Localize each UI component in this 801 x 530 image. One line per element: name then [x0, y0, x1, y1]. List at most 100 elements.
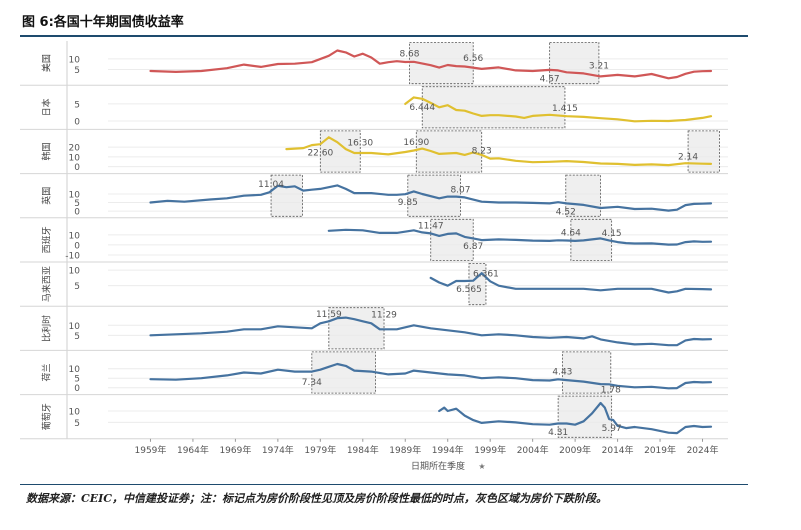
value-label: 6.87 [463, 242, 483, 252]
y-tick-label: 10 [69, 267, 81, 277]
x-tick-label: 1964年 [177, 444, 209, 456]
y-tick-label: 10 [69, 231, 81, 241]
panel-label-1: 日本 [41, 98, 53, 116]
decline-shade [415, 130, 483, 173]
decline-shade [549, 42, 600, 85]
decline-shade [270, 174, 303, 217]
y-tick-label: 0 [74, 384, 80, 394]
series-line-2 [285, 136, 713, 167]
title-rule [20, 35, 748, 37]
value-label: 1.78 [601, 386, 621, 396]
value-label: 6.56 [463, 54, 483, 64]
y-tick-label: 10 [69, 153, 81, 163]
series-line-6 [149, 316, 713, 347]
value-label: 3.21 [589, 61, 609, 71]
source-rule [20, 484, 748, 485]
value-label: 4.43 [552, 367, 572, 377]
panel-label-2: 韩国 [41, 142, 53, 160]
x-tick-label: 1989年 [389, 444, 421, 456]
x-axis-title: 日期所在季度 [411, 460, 465, 472]
y-tick-label: 5 [74, 100, 80, 110]
figure-title: 图 6:各国十年期国债收益率 [22, 15, 184, 30]
y-tick-label: 0 [74, 163, 80, 173]
y-tick-label: 10 [69, 408, 81, 418]
x-tick-label: 1994年 [432, 444, 464, 456]
value-label: 5.97 [602, 424, 622, 434]
x-tick-label: 1979年 [304, 444, 336, 456]
panel-label-7: 荷兰 [41, 363, 53, 381]
y-tick-label: 0 [74, 241, 80, 251]
panel-label-3: 英国 [41, 187, 53, 205]
value-label: 6.444 [409, 103, 435, 113]
y-tick-label: -10 [65, 251, 80, 261]
series-line-3 [149, 184, 713, 212]
y-tick-label: 5 [74, 199, 80, 209]
y-tick-label: 20 [69, 144, 81, 154]
y-tick-label: 5 [74, 375, 80, 385]
decline-shade [565, 174, 602, 217]
series-line-0 [149, 49, 713, 80]
y-tick-label: 10 [69, 322, 81, 332]
y-tick-label: 0 [74, 208, 80, 218]
x-tick-label: 1969年 [219, 444, 251, 456]
x-tick-label: 1974年 [262, 444, 294, 456]
y-tick-label: 10 [69, 190, 81, 200]
x-tick-label: 2024年 [687, 444, 719, 456]
x-tick-label: 2019年 [644, 444, 676, 456]
decline-shade [311, 351, 376, 394]
value-label: 4.52 [556, 207, 576, 217]
value-label: 16.30 [347, 139, 373, 149]
value-label: 11.47 [418, 221, 444, 231]
series-line-7 [149, 362, 713, 390]
value-label: 4.57 [540, 74, 560, 84]
panel-label-0: 美国 [41, 54, 53, 72]
series-line-8 [438, 401, 713, 435]
x-tick-label: 2014年 [602, 444, 634, 456]
panel-label-4: 西班牙 [41, 226, 53, 253]
pin-icon: ★ [478, 462, 485, 471]
x-tick-label: 2009年 [559, 444, 591, 456]
value-label: 4.31 [548, 428, 568, 438]
value-label: 8.07 [450, 185, 470, 195]
y-tick-label: 5 [74, 419, 80, 429]
value-label: 11.29 [371, 311, 397, 321]
value-label: 8.68 [399, 50, 419, 60]
x-tick-label: 2004年 [517, 444, 549, 456]
value-label: 6.565 [456, 285, 482, 295]
source-note: 数据来源：CEIC，中信建投证券；注：标记点为房价阶段性见顶及房价阶段性最低的时… [26, 492, 608, 505]
value-label: 4.64 [561, 228, 581, 238]
y-tick-label: 0 [74, 117, 80, 127]
value-label: 11.04 [258, 180, 284, 190]
value-label: 16.90 [403, 138, 429, 148]
series-line-4 [327, 228, 713, 246]
decline-shade [430, 218, 474, 261]
value-label: 7.34 [302, 378, 322, 388]
panel-label-6: 比利时 [41, 315, 53, 342]
value-label: 4.15 [602, 229, 622, 239]
panel-label-5: 马来西亚 [42, 266, 53, 302]
value-label: 9.85 [398, 198, 418, 208]
x-tick-label: 1959年 [135, 444, 167, 456]
x-tick-label: 1984年 [347, 444, 379, 456]
y-tick-label: 5 [74, 332, 80, 342]
series-line-5 [429, 272, 713, 294]
decline-shade [328, 307, 385, 350]
y-tick-label: 10 [69, 365, 81, 375]
value-label: 22.60 [307, 149, 333, 159]
decline-shade [687, 130, 720, 173]
panel-label-8: 葡萄牙 [41, 403, 53, 430]
value-label: 1.415 [552, 104, 578, 114]
value-label: 2.14 [678, 153, 698, 163]
series-line-1 [404, 96, 713, 123]
y-tick-label: 5 [74, 282, 80, 292]
y-tick-label: 10 [69, 55, 81, 65]
decline-shade [421, 86, 566, 129]
decline-shade [561, 351, 612, 394]
y-tick-label: 5 [74, 66, 80, 76]
value-label: 8.23 [472, 147, 492, 157]
decline-shade [557, 395, 613, 438]
x-tick-label: 1999年 [474, 444, 506, 456]
value-label: 11.59 [316, 310, 342, 320]
value-label: 6.361 [473, 269, 499, 279]
